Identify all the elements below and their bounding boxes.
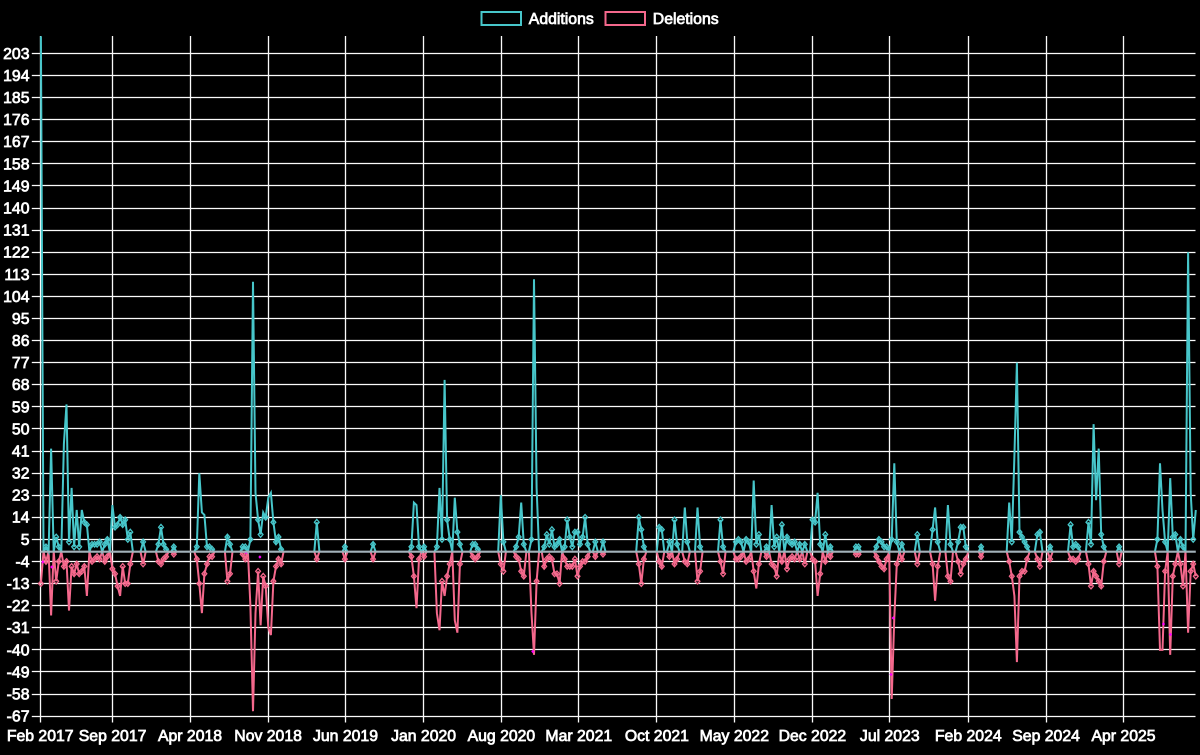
svg-text:95: 95 bbox=[12, 311, 30, 328]
svg-text:Apr 2018: Apr 2018 bbox=[158, 728, 222, 745]
svg-text:86: 86 bbox=[12, 333, 30, 350]
svg-text:59: 59 bbox=[12, 399, 30, 416]
svg-text:-49: -49 bbox=[7, 664, 30, 681]
svg-text:Jun 2019: Jun 2019 bbox=[313, 728, 378, 745]
svg-text:-40: -40 bbox=[7, 642, 30, 659]
svg-text:Dec 2022: Dec 2022 bbox=[779, 728, 847, 745]
svg-text:Oct 2021: Oct 2021 bbox=[625, 728, 689, 745]
svg-text:-13: -13 bbox=[7, 576, 30, 593]
svg-text:Additions: Additions bbox=[529, 11, 594, 28]
svg-text:122: 122 bbox=[3, 245, 29, 262]
svg-text:194: 194 bbox=[3, 68, 30, 85]
svg-text:Feb 2024: Feb 2024 bbox=[935, 728, 1002, 745]
svg-text:-4: -4 bbox=[15, 554, 29, 571]
svg-text:Mar 2021: Mar 2021 bbox=[545, 728, 612, 745]
svg-text:May 2022: May 2022 bbox=[700, 728, 769, 745]
svg-text:-58: -58 bbox=[7, 687, 30, 704]
svg-text:-67: -67 bbox=[7, 709, 30, 726]
svg-text:140: 140 bbox=[3, 201, 30, 218]
svg-text:68: 68 bbox=[12, 377, 30, 394]
svg-text:104: 104 bbox=[3, 289, 30, 306]
svg-text:32: 32 bbox=[12, 466, 30, 483]
svg-text:Jul 2023: Jul 2023 bbox=[860, 728, 920, 745]
svg-text:-31: -31 bbox=[7, 620, 30, 637]
svg-text:Aug 2020: Aug 2020 bbox=[468, 728, 536, 745]
svg-text:Jan 2020: Jan 2020 bbox=[391, 728, 456, 745]
svg-text:167: 167 bbox=[3, 134, 29, 151]
svg-text:131: 131 bbox=[3, 223, 30, 240]
svg-text:203: 203 bbox=[3, 46, 30, 63]
svg-text:176: 176 bbox=[3, 112, 30, 129]
svg-text:113: 113 bbox=[4, 267, 29, 284]
svg-text:77: 77 bbox=[12, 355, 30, 372]
svg-text:Apr 2025: Apr 2025 bbox=[1091, 728, 1155, 745]
svg-text:Feb 2017: Feb 2017 bbox=[7, 728, 74, 745]
svg-text:-22: -22 bbox=[7, 598, 30, 615]
svg-text:50: 50 bbox=[12, 421, 30, 438]
svg-text:Deletions: Deletions bbox=[653, 11, 719, 28]
svg-text:Nov 2018: Nov 2018 bbox=[234, 728, 302, 745]
svg-text:41: 41 bbox=[12, 444, 30, 461]
svg-text:14: 14 bbox=[12, 510, 30, 527]
svg-text:5: 5 bbox=[21, 532, 30, 549]
svg-text:Sep 2024: Sep 2024 bbox=[1012, 728, 1080, 745]
svg-text:185: 185 bbox=[3, 90, 30, 107]
svg-text:149: 149 bbox=[3, 178, 30, 195]
svg-text:158: 158 bbox=[3, 156, 30, 173]
svg-text:Sep 2017: Sep 2017 bbox=[79, 728, 147, 745]
svg-text:23: 23 bbox=[12, 488, 30, 505]
